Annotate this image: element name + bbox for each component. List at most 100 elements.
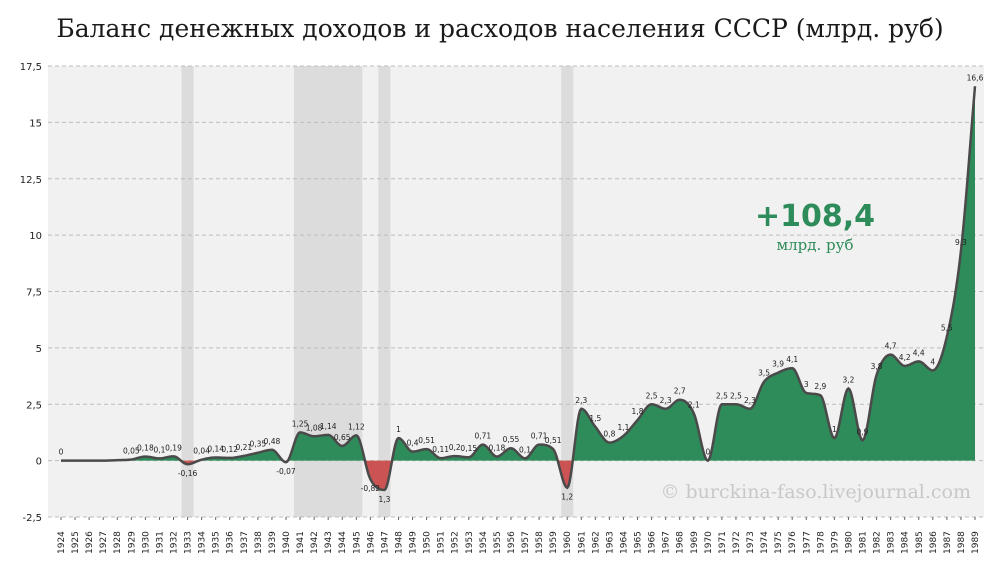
data-label: 0,35 [250, 440, 267, 449]
x-tick-label: 1989 [971, 531, 981, 554]
data-label: 1,2 [561, 493, 573, 502]
data-label: 0,8 [603, 430, 615, 439]
data-label: -0,07 [276, 467, 296, 476]
x-tick-label: 1940 [282, 531, 292, 554]
x-tick-label: 1969 [690, 531, 700, 554]
data-label: 4,7 [885, 342, 897, 351]
data-label: 1,14 [320, 422, 337, 431]
x-tick-label: 1968 [676, 531, 686, 554]
data-label: 3,9 [772, 360, 784, 369]
data-label: 0,51 [545, 436, 562, 445]
data-label: 16,6 [967, 73, 984, 82]
x-tick-label: 1926 [85, 531, 95, 554]
x-tick-label: 1929 [127, 531, 137, 554]
data-label: 2,7 [674, 387, 686, 396]
data-label: 4,2 [899, 353, 911, 362]
data-label: 0,05 [123, 446, 140, 455]
x-tick-label: 1948 [394, 531, 404, 554]
x-tick-label: 1949 [409, 531, 419, 554]
x-tick-label: 1988 [957, 531, 967, 554]
data-label: 0,55 [503, 435, 520, 444]
x-tick-label: 1963 [605, 531, 615, 554]
y-tick-label: -2,5 [22, 513, 42, 524]
data-label: 1 [832, 425, 837, 434]
data-label: 0,71 [531, 432, 548, 441]
x-tick-label: 1983 [887, 531, 897, 554]
x-axis-ticks: 1924 1925 1926 1927 1928 1929 1930 1931 1932 1933… [57, 517, 981, 554]
data-label: 0,18 [137, 444, 154, 453]
data-label: 2,5 [646, 391, 658, 400]
x-tick-label: 1959 [549, 531, 559, 554]
data-label: 0,9 [857, 427, 869, 436]
x-tick-label: 1967 [662, 531, 672, 554]
data-label: 0,48 [264, 437, 281, 446]
data-label: 0,1 [519, 445, 531, 454]
x-tick-label: 1956 [507, 531, 517, 554]
data-label: 2,3 [575, 396, 587, 405]
data-label: 4,4 [913, 348, 925, 357]
x-tick-label: 1931 [155, 531, 165, 554]
x-tick-label: 1957 [521, 531, 531, 554]
data-label: 1,08 [306, 423, 323, 432]
x-tick-label: 1972 [732, 531, 742, 554]
y-tick-label: 10 [29, 231, 42, 242]
data-label: 2,5 [730, 391, 742, 400]
x-tick-label: 1970 [704, 531, 714, 554]
data-label: 2,3 [660, 396, 672, 405]
data-label: 4 [930, 357, 935, 366]
x-tick-label: 1941 [296, 531, 306, 554]
data-label: 3,8 [871, 362, 883, 371]
x-tick-label: 1958 [535, 531, 545, 554]
data-label: 3,2 [842, 375, 854, 384]
positive-area [287, 432, 365, 461]
x-tick-label: 1947 [380, 531, 390, 554]
x-tick-label: 1952 [451, 531, 461, 554]
data-label: 0,14 [207, 444, 224, 453]
x-tick-label: 1936 [226, 531, 236, 554]
total-value: +108,4 [755, 199, 875, 234]
data-label: 1,8 [632, 407, 644, 416]
x-tick-label: 1975 [774, 531, 784, 554]
data-label: 2,5 [716, 391, 728, 400]
x-tick-label: 1971 [718, 531, 728, 554]
x-tick-label: 1951 [437, 531, 447, 554]
data-label: 0,21 [235, 443, 252, 452]
data-label: 9,3 [955, 238, 967, 247]
y-tick-label: 15 [29, 118, 42, 129]
x-tick-label: 1955 [493, 531, 503, 554]
x-tick-label: 1985 [915, 531, 925, 554]
x-tick-label: 1937 [240, 531, 250, 554]
data-label: 2,9 [814, 382, 826, 391]
x-tick-label: 1938 [254, 531, 264, 554]
data-label: 0,1 [153, 445, 165, 454]
data-label: 2,3 [744, 396, 756, 405]
y-tick-label: 5 [36, 344, 42, 355]
x-tick-label: 1943 [324, 531, 334, 554]
x-tick-label: 1954 [479, 531, 489, 554]
series-line [61, 86, 977, 492]
x-tick-label: 1928 [113, 531, 123, 554]
x-tick-label: 1950 [423, 531, 433, 554]
data-label: 0,04 [193, 447, 210, 456]
data-label: 1,1 [617, 423, 629, 432]
x-tick-label: 1965 [634, 531, 644, 554]
y-tick-label: 2,5 [26, 400, 42, 411]
x-tick-label: 1930 [141, 531, 151, 554]
data-label: 0 [705, 448, 710, 457]
data-label: 0 [59, 448, 64, 457]
x-tick-label: 1973 [746, 531, 756, 554]
x-tick-label: 1962 [591, 531, 601, 554]
x-tick-label: 1939 [268, 531, 278, 554]
data-label: 0,65 [334, 433, 351, 442]
x-tick-label: 1925 [71, 531, 81, 554]
total-unit: млрд. руб [776, 236, 853, 254]
watermark: © burckina-faso.livejournal.com [660, 481, 971, 503]
x-tick-label: 1986 [929, 531, 939, 554]
y-tick-label: 7,5 [26, 288, 42, 299]
data-label: 1,25 [292, 419, 309, 428]
x-tick-label: 1978 [816, 531, 826, 554]
negative-area [364, 460, 393, 490]
x-tick-label: 1953 [465, 531, 475, 554]
x-tick-label: 1966 [648, 531, 658, 554]
